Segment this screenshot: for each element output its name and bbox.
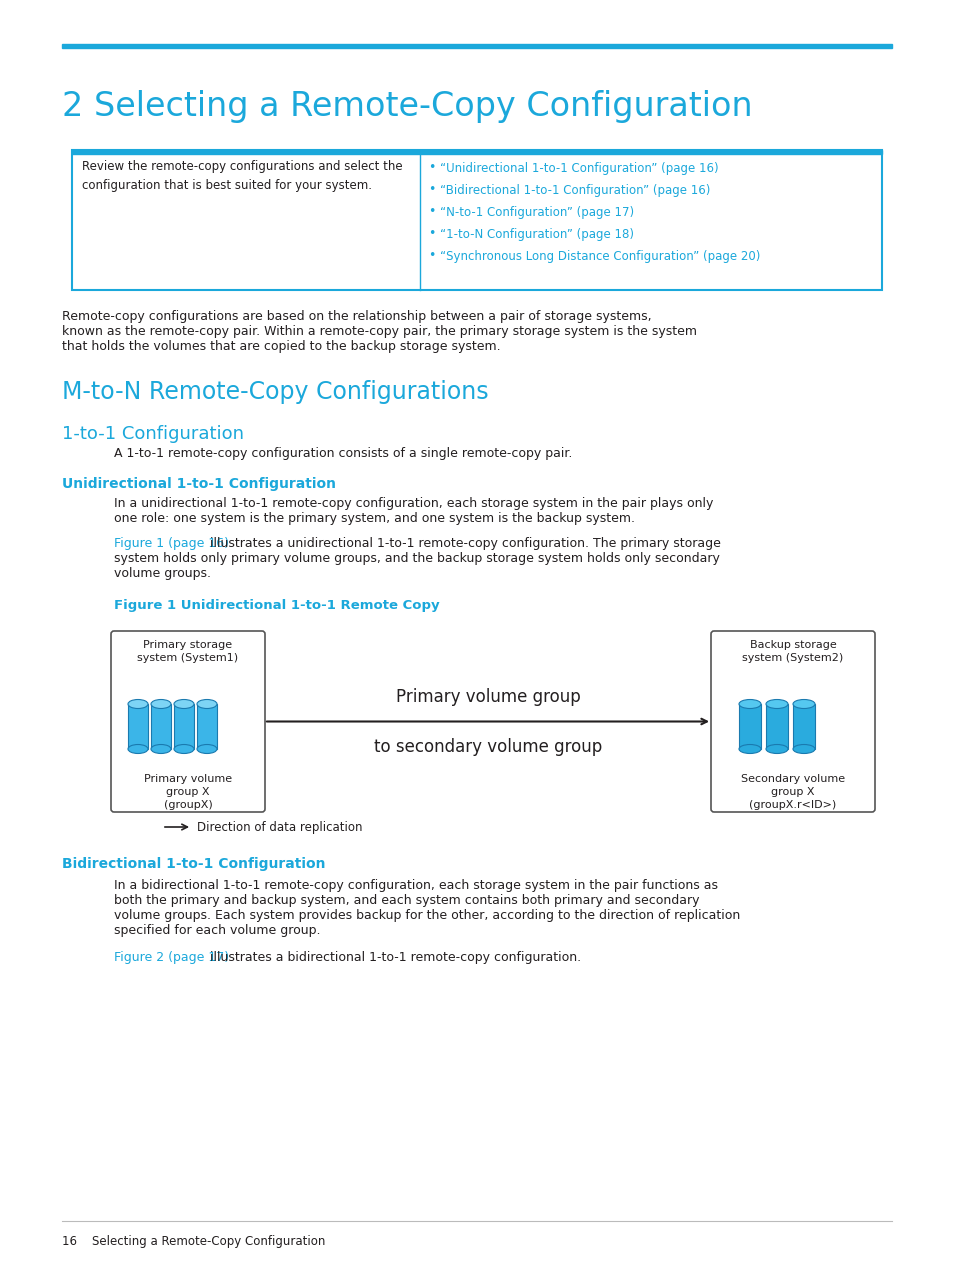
Text: 2 Selecting a Remote-Copy Configuration: 2 Selecting a Remote-Copy Configuration bbox=[62, 90, 752, 123]
Text: that holds the volumes that are copied to the backup storage system.: that holds the volumes that are copied t… bbox=[62, 341, 500, 353]
Bar bbox=[71, 150, 882, 290]
Text: •: • bbox=[428, 228, 435, 240]
Text: In a bidirectional 1-to-1 remote-copy configuration, each storage system in the : In a bidirectional 1-to-1 remote-copy co… bbox=[113, 880, 718, 892]
Text: Unidirectional 1-to-1 Configuration: Unidirectional 1-to-1 Configuration bbox=[62, 477, 335, 491]
Text: Primary storage
system (System1): Primary storage system (System1) bbox=[137, 641, 238, 663]
Bar bbox=[765, 704, 787, 749]
Text: illustrates a bidirectional 1-to-1 remote-copy configuration.: illustrates a bidirectional 1-to-1 remot… bbox=[206, 951, 580, 963]
Ellipse shape bbox=[765, 699, 787, 708]
Text: Primary volume group: Primary volume group bbox=[395, 688, 579, 705]
Text: In a unidirectional 1-to-1 remote-copy configuration, each storage system in the: In a unidirectional 1-to-1 remote-copy c… bbox=[113, 497, 713, 510]
Ellipse shape bbox=[173, 699, 193, 708]
Text: Figure 1 (page 16): Figure 1 (page 16) bbox=[113, 538, 229, 550]
Text: •: • bbox=[428, 161, 435, 174]
Ellipse shape bbox=[128, 699, 148, 708]
Text: “N-to-1 Configuration” (page 17): “N-to-1 Configuration” (page 17) bbox=[439, 206, 634, 219]
Text: •: • bbox=[428, 183, 435, 196]
Ellipse shape bbox=[128, 745, 148, 754]
Text: Remote-copy configurations are based on the relationship between a pair of stora: Remote-copy configurations are based on … bbox=[62, 310, 651, 323]
Text: Bidirectional 1-to-1 Configuration: Bidirectional 1-to-1 Configuration bbox=[62, 857, 325, 871]
Bar bbox=[196, 704, 216, 749]
Text: •: • bbox=[428, 249, 435, 262]
Text: to secondary volume group: to secondary volume group bbox=[374, 737, 601, 755]
Text: A 1-to-1 remote-copy configuration consists of a single remote-copy pair.: A 1-to-1 remote-copy configuration consi… bbox=[113, 447, 572, 460]
Text: •: • bbox=[428, 205, 435, 219]
Ellipse shape bbox=[765, 745, 787, 754]
Text: both the primary and backup system, and each system contains both primary and se: both the primary and backup system, and … bbox=[113, 894, 699, 907]
Ellipse shape bbox=[792, 699, 814, 708]
FancyBboxPatch shape bbox=[710, 630, 874, 812]
Bar bbox=[792, 704, 814, 749]
Ellipse shape bbox=[196, 745, 216, 754]
Text: one role: one system is the primary system, and one system is the backup system.: one role: one system is the primary syst… bbox=[113, 512, 635, 525]
Text: known as the remote-copy pair. Within a remote-copy pair, the primary storage sy: known as the remote-copy pair. Within a … bbox=[62, 325, 697, 338]
Text: Backup storage
system (System2): Backup storage system (System2) bbox=[741, 641, 842, 663]
Ellipse shape bbox=[739, 699, 760, 708]
Ellipse shape bbox=[151, 745, 171, 754]
Text: volume groups.: volume groups. bbox=[113, 567, 211, 580]
Text: “Unidirectional 1-to-1 Configuration” (page 16): “Unidirectional 1-to-1 Configuration” (p… bbox=[439, 161, 718, 175]
Text: “1-to-N Configuration” (page 18): “1-to-N Configuration” (page 18) bbox=[439, 228, 634, 241]
Bar bbox=[62, 44, 891, 48]
Ellipse shape bbox=[151, 699, 171, 708]
Bar bbox=[173, 704, 193, 749]
Text: 16    Selecting a Remote-Copy Configuration: 16 Selecting a Remote-Copy Configuration bbox=[62, 1235, 325, 1248]
Bar bbox=[151, 704, 171, 749]
Text: 1-to-1 Configuration: 1-to-1 Configuration bbox=[62, 425, 244, 444]
Text: Figure 2 (page 17): Figure 2 (page 17) bbox=[113, 951, 229, 963]
Ellipse shape bbox=[792, 745, 814, 754]
Text: illustrates a unidirectional 1-to-1 remote-copy configuration. The primary stora: illustrates a unidirectional 1-to-1 remo… bbox=[206, 538, 720, 550]
Text: Secondary volume
group X
(groupX.r<ID>): Secondary volume group X (groupX.r<ID>) bbox=[740, 774, 844, 811]
Text: specified for each volume group.: specified for each volume group. bbox=[113, 924, 320, 937]
Text: Figure 1 Unidirectional 1-to-1 Remote Copy: Figure 1 Unidirectional 1-to-1 Remote Co… bbox=[113, 599, 439, 613]
Text: volume groups. Each system provides backup for the other, according to the direc: volume groups. Each system provides back… bbox=[113, 909, 740, 921]
Ellipse shape bbox=[173, 745, 193, 754]
Bar bbox=[739, 704, 760, 749]
Bar bbox=[71, 150, 882, 154]
Text: “Synchronous Long Distance Configuration” (page 20): “Synchronous Long Distance Configuration… bbox=[439, 250, 760, 263]
Ellipse shape bbox=[739, 745, 760, 754]
Ellipse shape bbox=[196, 699, 216, 708]
Text: Direction of data replication: Direction of data replication bbox=[196, 821, 362, 834]
Text: Review the remote-copy configurations and select the
configuration that is best : Review the remote-copy configurations an… bbox=[82, 160, 402, 192]
Text: M-to-N Remote-Copy Configurations: M-to-N Remote-Copy Configurations bbox=[62, 380, 488, 404]
Text: Primary volume
group X
(groupX): Primary volume group X (groupX) bbox=[144, 774, 232, 811]
Text: “Bidirectional 1-to-1 Configuration” (page 16): “Bidirectional 1-to-1 Configuration” (pa… bbox=[439, 184, 710, 197]
FancyBboxPatch shape bbox=[111, 630, 265, 812]
Bar bbox=[128, 704, 148, 749]
Text: system holds only primary volume groups, and the backup storage system holds onl: system holds only primary volume groups,… bbox=[113, 552, 720, 566]
